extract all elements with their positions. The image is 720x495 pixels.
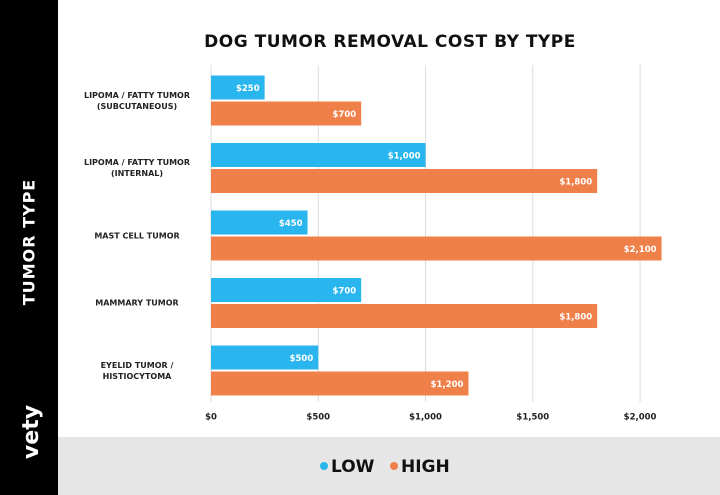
data-label: $1,200 [431,380,464,390]
x-tick-label: $2,000 [624,413,657,423]
chart-title: DOG TUMOR REMOVAL COST BY TYPE [204,32,576,52]
data-label: $450 [279,219,303,229]
legend-label: HIGH [401,457,450,477]
legend-marker [320,462,328,470]
x-tick-label: $0 [205,413,217,423]
y-axis-label: TUMOR TYPE [20,179,39,305]
bar [211,236,662,261]
logo: vety [19,405,44,459]
data-label: $500 [290,354,314,364]
data-label: $1,800 [559,313,592,323]
data-label: $2,100 [624,245,657,255]
data-label: $250 [236,84,260,94]
y-tick-label: EYELID TUMOR / HISTIOCYTOMA [100,360,174,381]
bar [211,75,265,100]
x-tick-label: $1,000 [409,413,442,423]
legend-marker [390,462,398,470]
bar [211,345,319,370]
y-tick-label: MAST CELL TUMOR [94,231,180,240]
x-tick-label: $1,500 [516,413,549,423]
bar [211,304,598,328]
data-label: $1,000 [388,152,421,162]
bar [211,143,426,167]
y-tick-label: MAMMARY TUMOR [95,298,179,308]
y-tick-label: LIPOMA / FATTY TUMOR (SUBCUTANEOUS) [83,90,191,111]
side-strip [0,0,58,495]
legend-label: LOW [331,457,375,477]
bar [211,169,598,193]
bar [211,371,469,396]
bar [211,101,362,126]
y-tick-label: LIPOMA / FATTY TUMOR (INTERNAL) [83,158,191,178]
x-tick-label: $500 [306,413,330,423]
bar [211,210,308,235]
data-label: $700 [333,287,357,297]
data-label: $700 [333,110,357,120]
legend-band [58,437,720,495]
data-label: $1,800 [559,178,592,188]
bar [211,278,362,302]
